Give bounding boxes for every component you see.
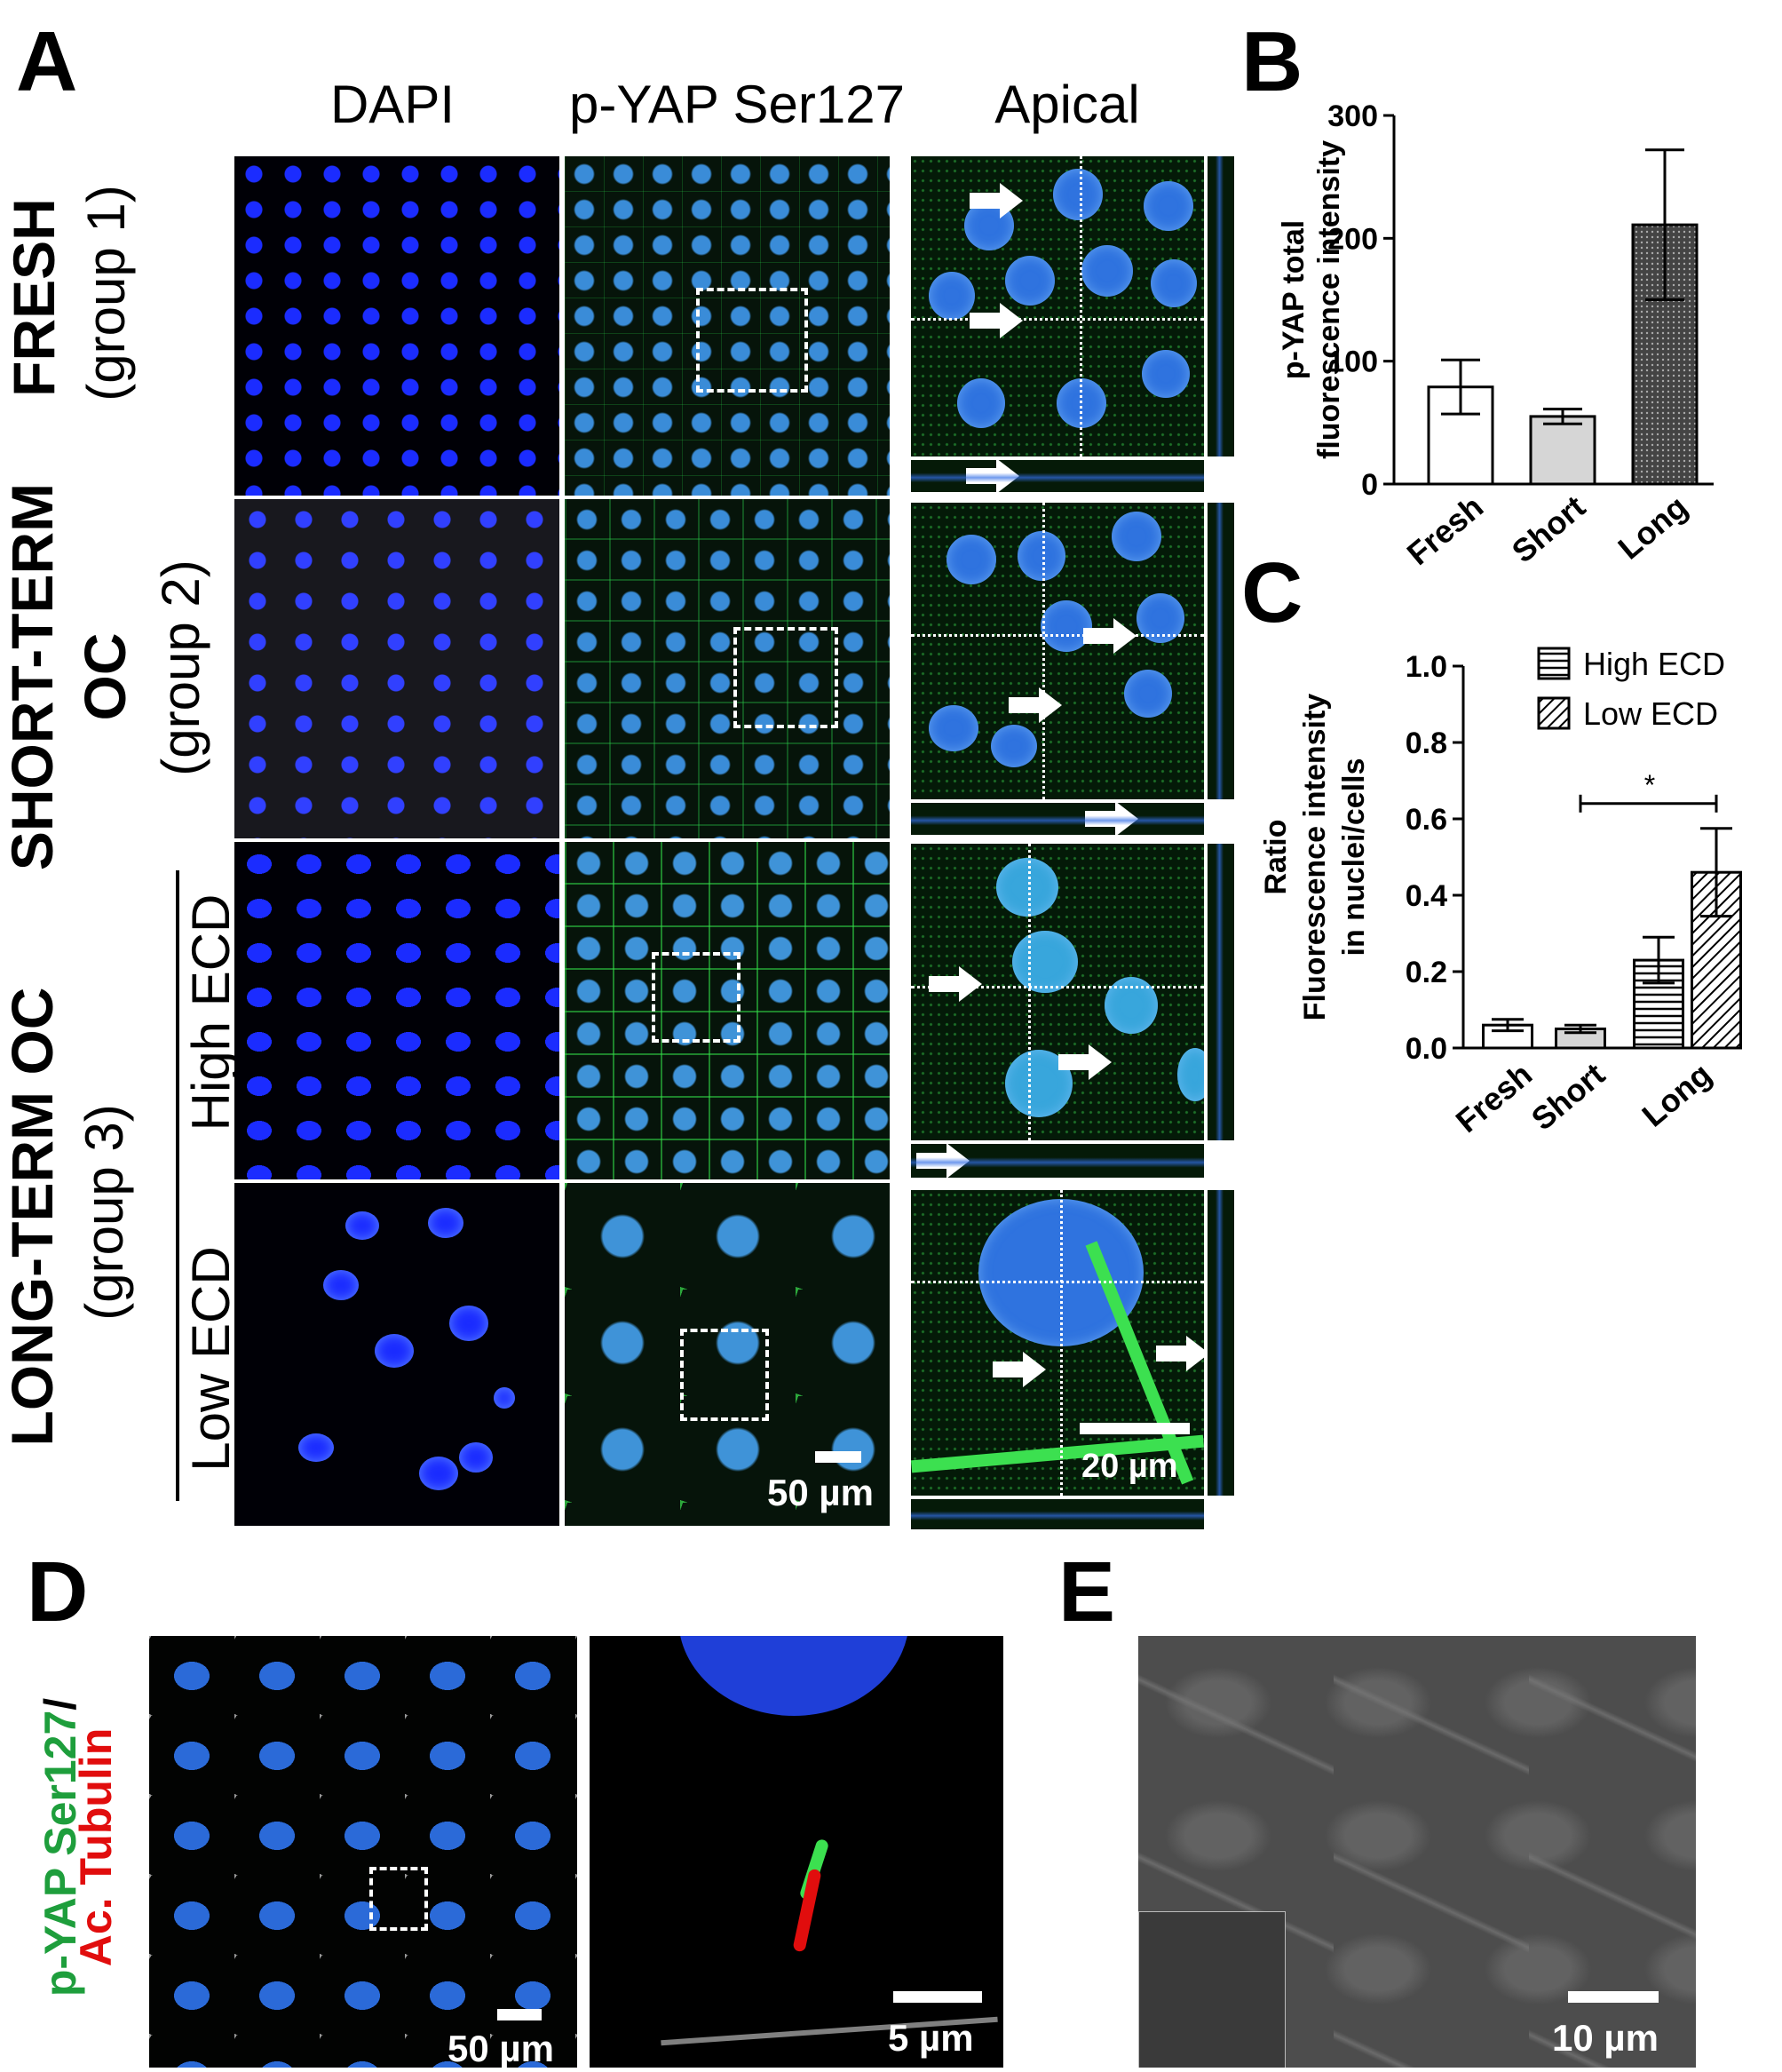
y-axis-label: fluorescence intensity [1312, 140, 1346, 459]
legend-swatch [1537, 647, 1571, 680]
roi-box [369, 1867, 428, 1931]
significance-star: * [1644, 769, 1655, 801]
roi-box [696, 288, 808, 393]
row-label-short: SHORT-TERM [0, 482, 65, 871]
x-tick-label: Fresh [1449, 1056, 1539, 1139]
y-axis-label: p-YAP total [1277, 220, 1311, 379]
y-tick-label: 0.2 [1406, 956, 1447, 989]
legend-label: Low ECD [1583, 695, 1718, 732]
d-image-overview: 50 µm [149, 1636, 577, 2068]
roi-box [652, 952, 741, 1043]
y-axis-label: in nuclei/cells [1337, 758, 1371, 957]
scalebar-label-d-5um: 5 µm [888, 2017, 974, 2059]
y-tick-label: 0.8 [1406, 726, 1447, 760]
dapi-image-long-low [234, 1183, 559, 1526]
scalebar-d-5um [893, 1991, 982, 2003]
row-group-fresh: (group 1) [76, 185, 136, 401]
apical-ortho-horizontal [911, 1144, 1204, 1178]
apical-ortho-vertical [1208, 503, 1234, 799]
y-tick-label: 1.0 [1406, 650, 1447, 684]
pyap-image-fresh [565, 156, 890, 496]
apical-image-fresh [911, 156, 1204, 456]
y-tick-label: 200 [1327, 222, 1378, 256]
pyap-image-long-low: 50 µm [565, 1183, 890, 1526]
apical-ortho-vertical [1208, 1190, 1234, 1496]
y-axis-label: Ratio [1259, 820, 1293, 895]
side-label-slash: / [36, 1697, 85, 1711]
legend-swatch [1537, 696, 1571, 730]
bar-short [1529, 415, 1596, 486]
panel-b-label: B [1241, 14, 1303, 109]
apical-ortho-vertical [1208, 156, 1234, 456]
row-group-short: (group 2) [151, 560, 210, 776]
apical-ortho-horizontal [911, 803, 1204, 835]
row-sub-high-ecd: High ECD [181, 893, 241, 1131]
panel-a-label: A [16, 14, 78, 109]
apical-ortho-horizontal [911, 460, 1204, 492]
scalebar-d-50um [497, 2009, 542, 2020]
row-label-short-oc: OC [72, 632, 138, 721]
panel-e-label: E [1058, 1544, 1116, 1639]
x-tick-label: Long [1635, 1056, 1718, 1134]
y-tick-label: 0.4 [1406, 879, 1447, 913]
scalebar-label-d-50um: 50 µm [447, 2028, 554, 2068]
x-tick-label: Short [1525, 1056, 1612, 1138]
roi-box [680, 1329, 769, 1421]
apical-ortho-vertical [1208, 844, 1234, 1140]
row-label-fresh: FRESH [1, 198, 67, 397]
x-tick-label: Long [1611, 488, 1694, 567]
scalebar-label-e-10um: 10 µm [1552, 2017, 1659, 2059]
scalebar-50um [815, 1451, 861, 1463]
row-label-long: LONG-TERM OC [0, 987, 65, 1447]
e-sem-inset [1138, 1911, 1286, 2068]
y-axis-label: Fluorescence intensity [1298, 694, 1332, 1021]
long-term-bracket [176, 870, 179, 1501]
apical-ortho-horizontal [911, 1499, 1204, 1529]
legend-label: High ECD [1583, 646, 1725, 682]
pyap-image-short [565, 499, 890, 838]
x-tick-label: Fresh [1400, 488, 1490, 572]
dapi-image-long-high [234, 842, 559, 1179]
column-header-pyap: p-YAP Ser127 [568, 75, 906, 134]
dapi-image-short [234, 499, 559, 838]
column-header-dapi: DAPI [329, 75, 455, 134]
apical-image-long-high [911, 844, 1204, 1140]
y-tick-label: 0 [1361, 468, 1378, 502]
pyap-image-long-high [565, 842, 890, 1179]
panel-c-label: C [1241, 545, 1303, 640]
y-tick-label: 0.6 [1406, 803, 1447, 837]
roi-box [733, 627, 838, 728]
e-sem-image: 10 µm [1138, 1636, 1696, 2068]
row-group-long: (group 3) [75, 1104, 134, 1321]
row-sub-low-ecd: Low ECD [181, 1246, 241, 1472]
scalebar-label-50um: 50 µm [767, 1472, 874, 1513]
apical-image-short [911, 503, 1204, 799]
scalebar-label-20um: 20 µm [1081, 1448, 1178, 1485]
y-tick-label: 100 [1327, 345, 1378, 379]
x-tick-label: Short [1505, 488, 1592, 570]
apical-image-long-low: 20 µm [911, 1190, 1204, 1496]
y-tick-label: 300 [1327, 99, 1378, 133]
scalebar-e-10um [1568, 1991, 1659, 2003]
panel-d-label: D [27, 1544, 89, 1639]
side-label-red: Ac. Tubulin [71, 1727, 121, 1967]
chart-b: 0 100 200 300 Fresh Short Long p-YAP total fluor… [1277, 99, 1714, 572]
y-tick-label: 0.0 [1406, 1032, 1447, 1066]
scalebar-20um [1080, 1423, 1190, 1434]
column-header-apical: Apical [994, 75, 1140, 134]
dapi-image-fresh [234, 156, 559, 496]
d-image-zoom: 5 µm [590, 1636, 1003, 2068]
